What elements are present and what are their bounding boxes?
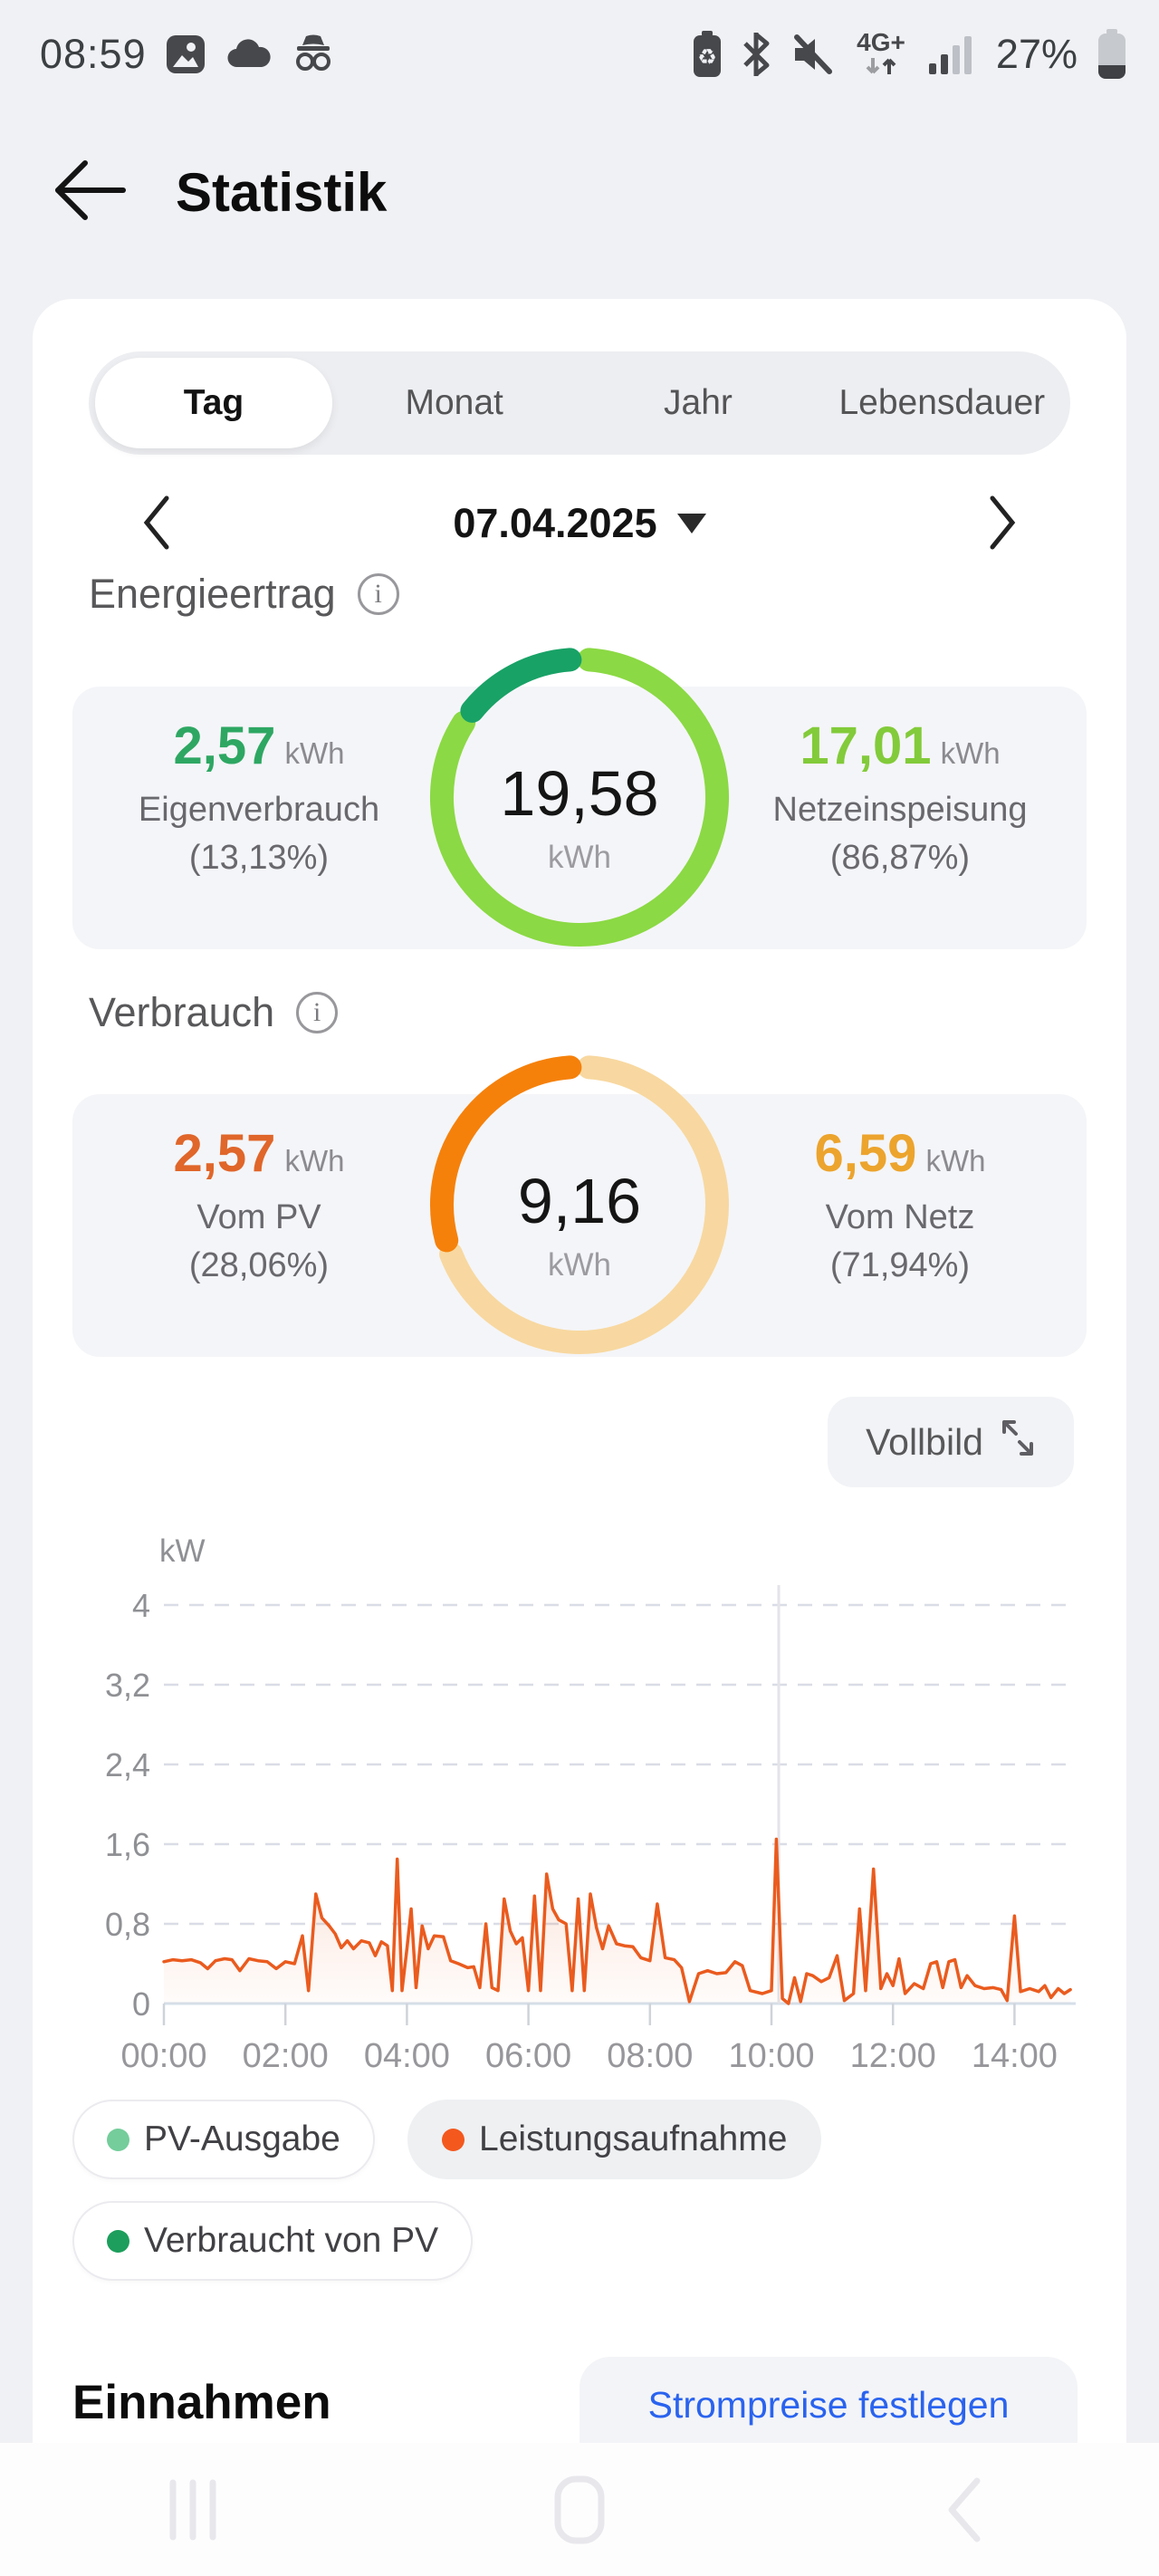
set-prices-label: Strompreise festlegen: [647, 2384, 1010, 2426]
consumption-donut: 9,16 kWh: [430, 1055, 729, 1354]
tab-lebensdauer[interactable]: Lebensdauer: [838, 383, 1046, 422]
svg-text:0,8: 0,8: [105, 1906, 150, 1943]
donut-center-value: 19,58: [500, 758, 658, 829]
battery-icon: [1096, 29, 1128, 80]
back-arrow-icon[interactable]: [45, 147, 136, 238]
legend-label: Leistungsaufnahme: [479, 2119, 788, 2158]
bluetooth-icon: [741, 31, 771, 78]
stat-percent: (13,13%): [188, 839, 330, 877]
date-selector[interactable]: 07.04.2025: [33, 478, 1126, 569]
page-header: Statistik: [45, 138, 387, 246]
self-consumption-stat: 2,57 kWh Eigenverbrauch (13,13%): [78, 716, 440, 878]
battery-percent: 27%: [995, 31, 1078, 77]
stat-label: Vom Netz: [825, 1198, 975, 1236]
stat-unit: kWh: [284, 736, 345, 770]
date-navigation: 07.04.2025: [33, 478, 1126, 569]
legend-dot: [107, 2229, 129, 2253]
legend-pv-output[interactable]: PV-Ausgabe: [72, 2100, 375, 2179]
energy-yield-stats: 2,57 kWh Eigenverbrauch (13,13%) 17,01 kWh…: [72, 687, 1087, 949]
back-button[interactable]: [772, 2472, 1159, 2548]
selected-date: 07.04.2025: [453, 500, 657, 546]
fullscreen-button[interactable]: Vollbild: [828, 1397, 1074, 1487]
legend-dot: [107, 2128, 129, 2151]
donut-center-unit: kWh: [548, 1247, 611, 1283]
legend-label: PV-Ausgabe: [144, 2119, 340, 2158]
energy-yield-label: Energieertrag: [89, 571, 336, 617]
fullscreen-label: Vollbild: [866, 1420, 983, 1463]
signal-icon: [927, 33, 974, 76]
incognito-icon: [290, 33, 337, 76]
statistics-card: Tag Monat Jahr Lebensdauer 07.04.2025 En…: [33, 299, 1126, 2576]
network-label: 4G+: [857, 29, 905, 56]
stat-label: Netzeinspeisung: [772, 791, 1028, 829]
donut-center-value: 9,16: [518, 1166, 641, 1236]
next-day-chevron-icon[interactable]: [983, 493, 1021, 557]
tab-jahr[interactable]: Jahr: [664, 383, 733, 422]
donut-center-unit: kWh: [548, 840, 611, 875]
date-caret-down-icon: [676, 514, 706, 533]
info-icon[interactable]: i: [296, 992, 339, 1033]
svg-text:10:00: 10:00: [728, 2037, 814, 2075]
legend-dot: [442, 2128, 465, 2151]
svg-text:14:00: 14:00: [972, 2037, 1058, 2075]
stat-value: 2,57: [173, 1124, 276, 1183]
svg-text:0: 0: [132, 1985, 150, 2023]
svg-text:3,2: 3,2: [105, 1667, 150, 1704]
network-4g-icon: 4G+: [853, 29, 909, 80]
stat-label: Vom PV: [196, 1198, 321, 1236]
power-chart-area[interactable]: 0 0,8 1,6 2,4 3,2 4 kW 00:00 02:00 04:00 06:00 08:0…: [87, 1529, 1083, 2091]
income-section-title: Einnahmen: [72, 2376, 331, 2429]
recents-button[interactable]: [0, 2472, 387, 2548]
svg-text:02:00: 02:00: [243, 2037, 329, 2075]
home-button[interactable]: [387, 2472, 773, 2548]
stat-unit: kWh: [940, 736, 1001, 770]
tab-tag[interactable]: Tag: [95, 358, 332, 448]
gallery-icon: [165, 34, 206, 75]
tab-monat[interactable]: Monat: [405, 383, 503, 422]
svg-text:04:00: 04:00: [364, 2037, 450, 2075]
svg-text:08:00: 08:00: [607, 2037, 693, 2075]
svg-text:06:00: 06:00: [485, 2037, 571, 2075]
energy-yield-donut: 19,58 kWh: [430, 648, 729, 947]
svg-text:00:00: 00:00: [120, 2037, 206, 2075]
consumption-stats: 2,57 kWh Vom PV (28,06%) 6,59 kWh Vom Netz…: [72, 1094, 1087, 1357]
consumption-section-title: Verbrauch i: [89, 989, 339, 1036]
svg-text:4: 4: [132, 1587, 150, 1624]
legend-label: Verbraucht von PV: [144, 2221, 439, 2260]
stat-percent: (28,06%): [188, 1246, 330, 1284]
svg-text:♻: ♻: [697, 45, 717, 70]
stat-value: 6,59: [814, 1124, 917, 1183]
period-tabbar: Tag Monat Jahr Lebensdauer: [89, 351, 1070, 455]
svg-text:2,4: 2,4: [105, 1746, 150, 1783]
prev-day-chevron-icon[interactable]: [138, 493, 176, 557]
svg-text:1,6: 1,6: [105, 1826, 150, 1863]
page-title: Statistik: [176, 161, 388, 223]
power-chart: 0 0,8 1,6 2,4 3,2 4kW 00:00 02:00 04:00 06:00 08:0…: [105, 1533, 1076, 2075]
stat-value: 2,57: [173, 716, 276, 775]
android-nav-bar: [0, 2443, 1159, 2576]
stat-unit: kWh: [925, 1144, 986, 1177]
status-bar: 08:59 ♻ 4G+ 27%: [0, 0, 1159, 101]
legend-consumed-from-pv[interactable]: Verbraucht von PV: [72, 2201, 474, 2281]
battery-saver-icon: ♻: [692, 31, 723, 78]
stat-label: Eigenverbrauch: [138, 791, 380, 829]
info-icon[interactable]: i: [357, 573, 399, 615]
grid-feed-stat: 17,01 kWh Netzeinspeisung (86,87%): [719, 716, 1081, 878]
stat-value: 17,01: [800, 716, 932, 775]
stat-percent: (71,94%): [829, 1246, 971, 1284]
from-pv-stat: 2,57 kWh Vom PV (28,06%): [78, 1123, 440, 1285]
svg-text:12:00: 12:00: [850, 2037, 936, 2075]
stat-percent: (86,87%): [829, 839, 971, 877]
from-grid-stat: 6,59 kWh Vom Netz (71,94%): [719, 1123, 1081, 1285]
cloud-icon: [225, 36, 272, 72]
energy-yield-section-title: Energieertrag i: [89, 571, 399, 618]
consumption-label: Verbrauch: [89, 989, 275, 1035]
legend-power-consumption[interactable]: Leistungsaufnahme: [407, 2100, 822, 2179]
expand-icon: [998, 1418, 1036, 1466]
stat-unit: kWh: [284, 1144, 345, 1177]
mute-icon: [790, 32, 835, 77]
status-time: 08:59: [40, 31, 147, 77]
svg-text:kW: kW: [159, 1533, 206, 1569]
